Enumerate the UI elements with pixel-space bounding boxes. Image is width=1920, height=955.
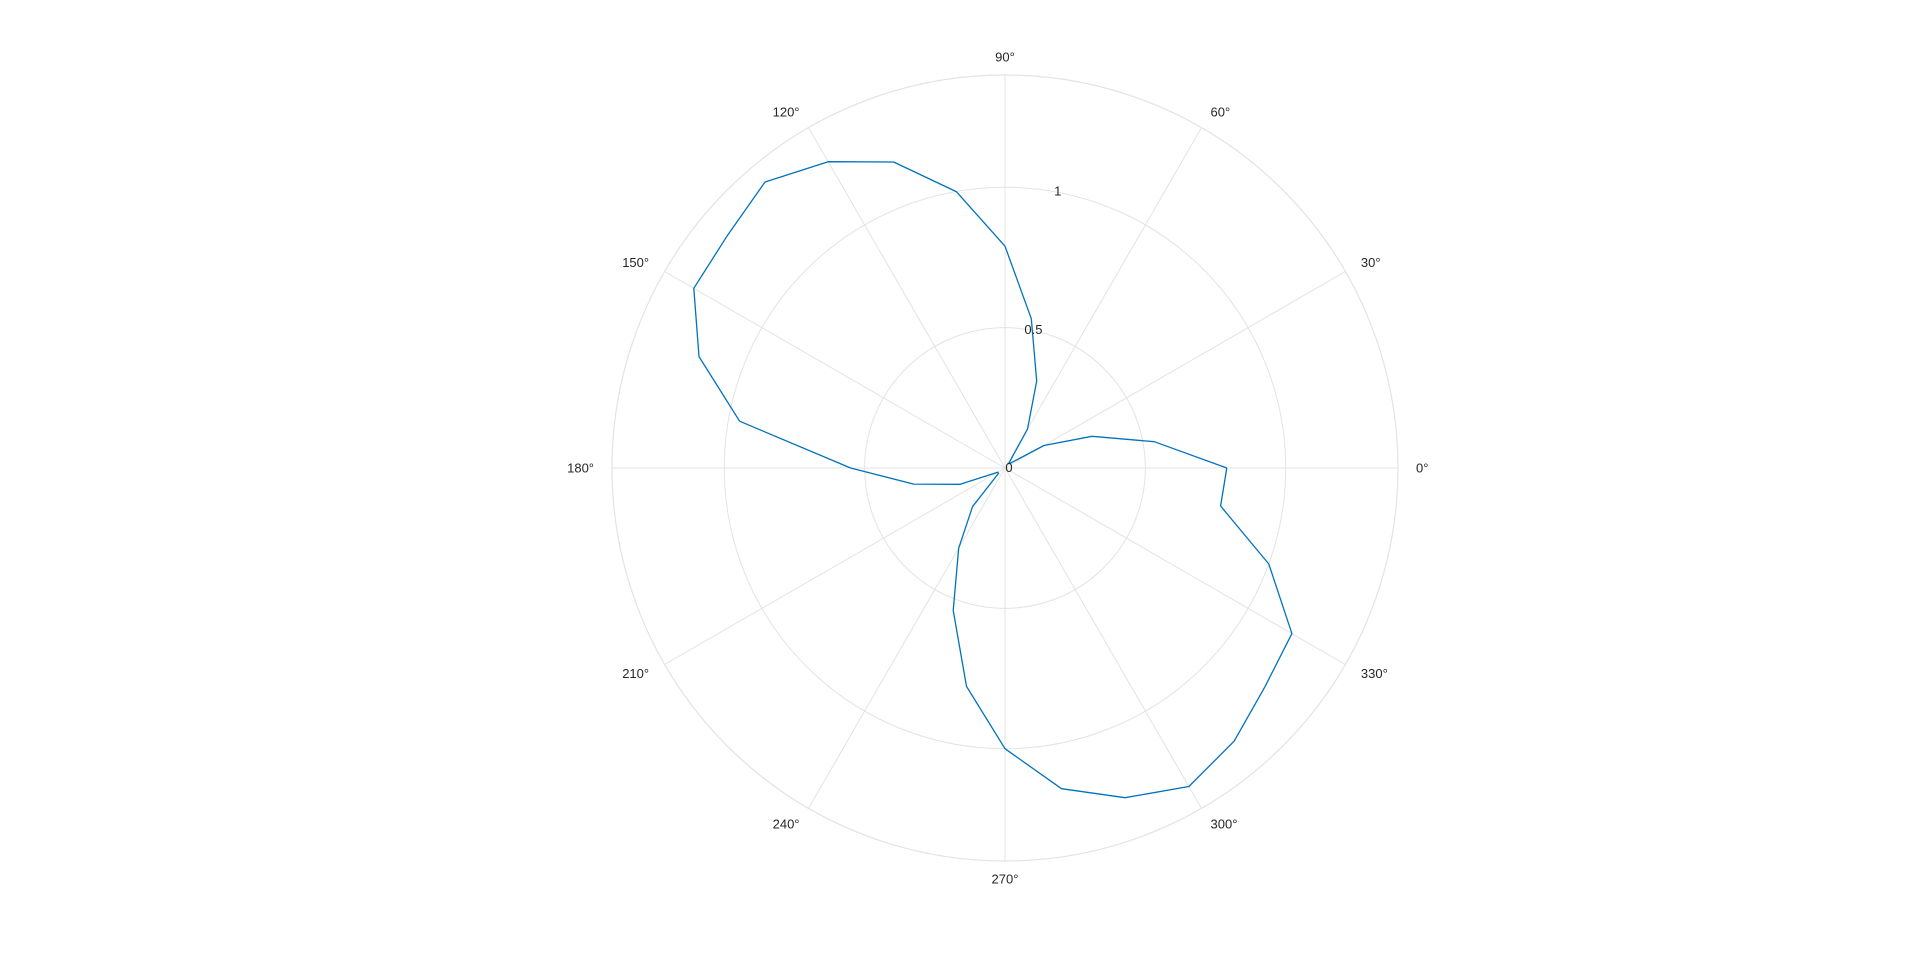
theta-grid-spoke-2 (1004, 127, 1202, 469)
r-tick-label: 0.5 (1024, 322, 1042, 337)
theta-tick-label: 60° (1211, 105, 1231, 120)
theta-tick-label: 150° (622, 255, 649, 270)
theta-tick-label: 90° (995, 50, 1015, 65)
theta-tick-label: 330° (1361, 666, 1388, 681)
theta-tick-label: 120° (773, 105, 800, 120)
tick-labels: 0° 30° 60° 90° 120° 150° 180° 210° 240° 270° 300° 3… (567, 50, 1428, 887)
theta-grid-spoke-1 (1004, 271, 1346, 469)
theta-grid-spoke-11 (1004, 467, 1346, 665)
theta-tick-label: 180° (567, 461, 594, 476)
series-layer (693, 161, 1293, 799)
polar-grid (611, 74, 1399, 862)
theta-grid-spoke-4 (808, 127, 1006, 469)
theta-tick-label: 270° (992, 872, 1019, 887)
theta-tick-label: 0° (1416, 461, 1428, 476)
theta-grid-spoke-7 (664, 467, 1006, 665)
series-line-0 (693, 161, 1293, 799)
theta-tick-label: 30° (1361, 255, 1381, 270)
theta-grid-spoke-10 (1004, 467, 1202, 809)
r-tick-label: 1 (1054, 184, 1061, 199)
theta-tick-label: 300° (1211, 816, 1238, 831)
theta-tick-label: 210° (622, 666, 649, 681)
r-tick-label: 0 (1005, 460, 1012, 475)
theta-grid-spoke-5 (664, 271, 1006, 469)
theta-grid-spoke-8 (808, 467, 1006, 809)
theta-tick-label: 240° (773, 816, 800, 831)
